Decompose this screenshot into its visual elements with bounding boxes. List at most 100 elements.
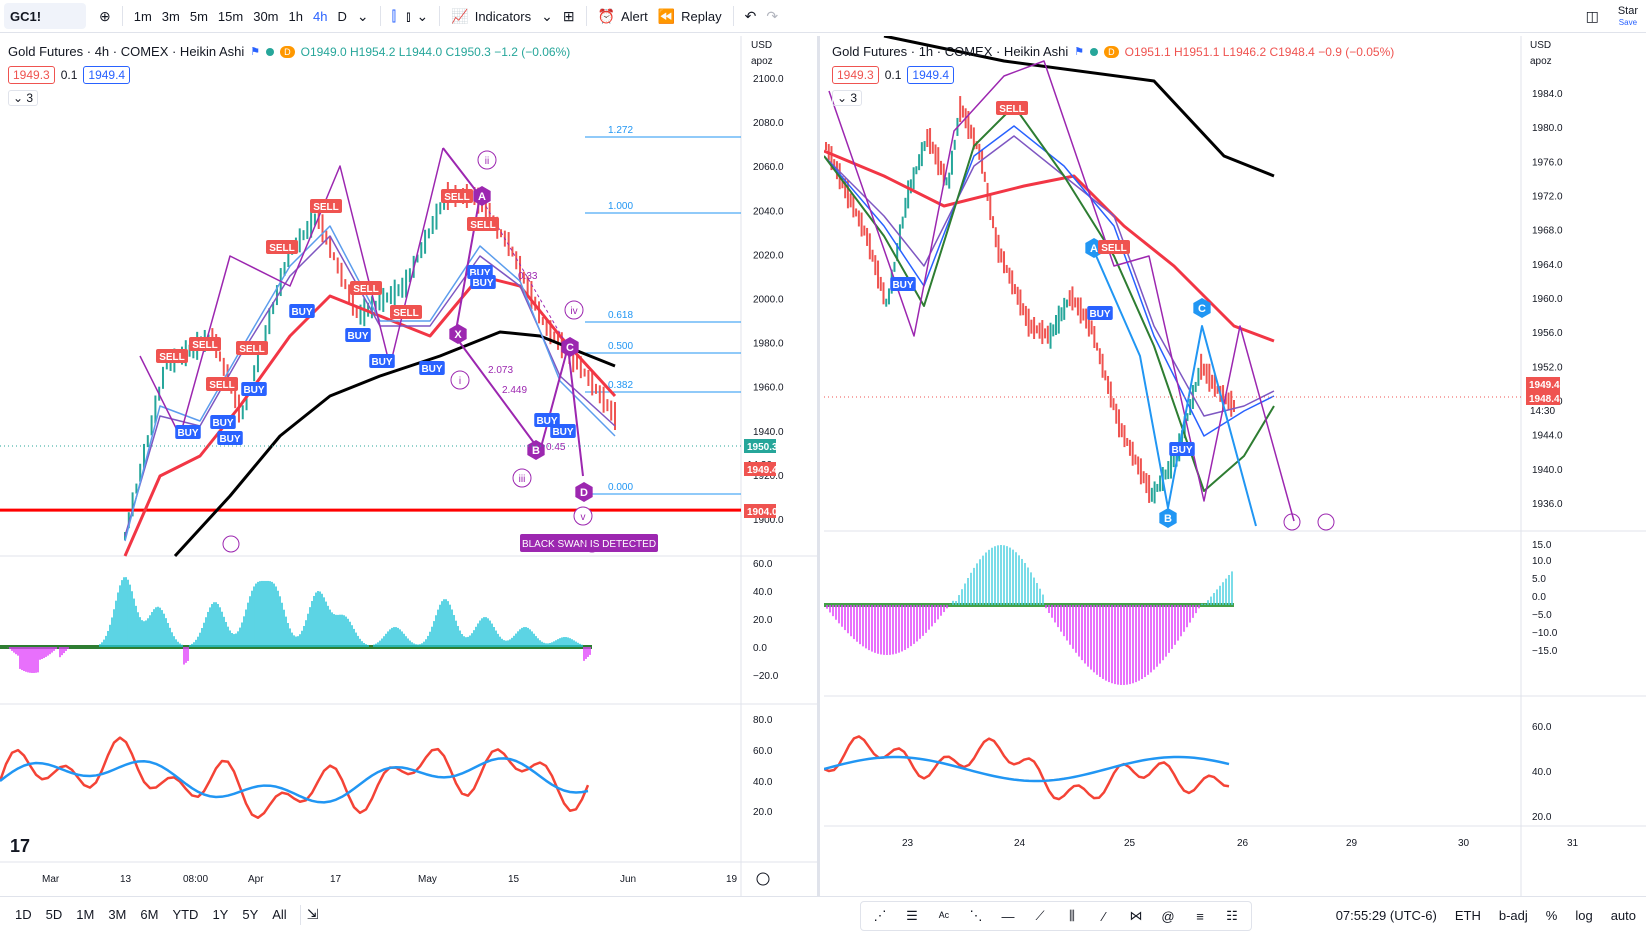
line-price-badge-bg (744, 504, 776, 518)
bid-ask-row: 1949.3 0.1 1949.4 (832, 66, 955, 84)
candlestick-icon: ⫾ (406, 7, 411, 24)
toolbar-divider (379, 6, 381, 26)
range-5d[interactable]: 5D (45, 907, 63, 922)
spiral-icon[interactable]: @ (1161, 908, 1175, 924)
chart-canvas-1h[interactable]: USD apoz 1984.0 1980.0 1976.0 1972.0 1968.0 196… (824, 36, 1646, 896)
symbol-label: GC1! (10, 8, 42, 24)
pattern-zigzag (828, 60, 1295, 522)
range-all[interactable]: All (272, 907, 287, 922)
chart-canvas-4h[interactable]: 2100.02080.02060.02040.02020.02000.01980… (0, 36, 820, 896)
chart-pane-1h[interactable]: USD apoz 1984.0 1980.0 1976.0 1972.0 1968.0 196… (824, 36, 1646, 896)
log-toggle[interactable]: log (1575, 907, 1593, 923)
range-1m[interactable]: 1M (76, 907, 95, 922)
interval-5m[interactable]: 5m (189, 8, 208, 24)
sell-signal-bg (189, 337, 221, 351)
sell-price-button[interactable]: 1949.3 (832, 66, 879, 84)
sell-signal: SELL (1101, 243, 1127, 254)
interval-1h[interactable]: 1h (288, 8, 303, 24)
alert-button[interactable]: ⏰ Alert (593, 3, 653, 29)
interval-3m[interactable]: 3m (161, 8, 180, 24)
sell-signal: SELL (353, 284, 379, 295)
auto-scale-toggle[interactable]: auto (1610, 907, 1636, 923)
time-axis-label: 15 (508, 874, 520, 885)
price-axis-label: 1976.0 (1532, 157, 1563, 168)
chart-type-button[interactable]: ⫾ ⌄ (401, 3, 433, 29)
save-layout-button[interactable]: Star Save (1618, 5, 1638, 28)
undo-button[interactable]: ↶ (740, 3, 762, 29)
compare-add-button[interactable]: ⊕ (94, 3, 116, 29)
fib-level-label: 0.382 (608, 380, 633, 391)
layouts-button[interactable]: ⊞ (558, 3, 580, 29)
buy-price-button[interactable]: 1949.4 (83, 66, 131, 84)
symbol-search[interactable]: GC1! (4, 3, 86, 29)
interval-30m[interactable]: 30m (253, 8, 279, 24)
sell-signal: SELL (444, 192, 470, 203)
series-legend: Gold Futures · 1h · COMEX · Heikin Ashi … (832, 44, 1394, 59)
horizontal-ray-icon[interactable]: — (1001, 908, 1015, 924)
indicators-collapse-button[interactable]: ⌄ 3 (8, 90, 39, 106)
range-6m[interactable]: 6M (140, 907, 159, 922)
candles-icon: ⫿ (391, 7, 397, 24)
buy-signal-bg (241, 382, 267, 396)
pattern-point-label: D (580, 487, 588, 499)
sell-signal-bg (441, 189, 473, 203)
bar-style-button[interactable]: ⫿ (387, 3, 401, 29)
buy-signal-bg (175, 425, 201, 439)
pattern-point-label-bg (575, 482, 593, 502)
sell-price-button[interactable]: 1949.3 (8, 66, 55, 84)
range-1y[interactable]: 1Y (212, 907, 229, 922)
fib-level-label: 1.272 (608, 125, 633, 136)
sidebar-toggle-button[interactable]: ◫ (1581, 4, 1604, 30)
current-price-badge-bg (1526, 391, 1560, 405)
panel-icon: ◫ (1585, 8, 1599, 24)
redo-button[interactable]: ↷ (761, 3, 783, 29)
goto-date-icon[interactable]: ⇲ (306, 906, 319, 922)
sell-signal: SELL (209, 380, 235, 391)
xabcd-icon[interactable]: ⋈ (1129, 908, 1143, 923)
ray-icon[interactable]: ∕ (1102, 908, 1106, 924)
interval-15m[interactable]: 15m (217, 8, 244, 24)
fib-retracement-icon[interactable]: ☰ (906, 908, 918, 923)
time-axis-label: May (418, 874, 437, 885)
buy-signal: BUY (552, 427, 573, 438)
trend-line-icon[interactable]: ⟋ (1035, 908, 1045, 923)
indicators-collapse-button[interactable]: ⌄ 3 (832, 90, 863, 106)
buy-signal: BUY (469, 268, 490, 279)
bid-price-badge: 1949.4 (747, 465, 778, 476)
interval-4h[interactable]: 4h (312, 8, 328, 24)
series-legend: Gold Futures · 4h · COMEX · Heikin Ashi … (8, 44, 570, 59)
abc-pattern-icon[interactable]: ᴬᶜ (938, 908, 950, 924)
percent-toggle[interactable]: % (1545, 907, 1558, 923)
range-ytd[interactable]: YTD (172, 907, 199, 922)
adjustment-toggle[interactable]: b-adj (1498, 907, 1528, 923)
indicators-icon: 📈 (451, 7, 469, 24)
interval-d[interactable]: D (337, 8, 347, 24)
wave-label-ring (564, 300, 584, 320)
chart-pane-4h[interactable]: 2100.0 2080.0 2060.0 2040.0 2020.0 2000.0 1980… (0, 36, 820, 896)
buy-signal: BUY (212, 418, 233, 429)
fork-icon[interactable]: ⫼ (1069, 908, 1075, 923)
curve-icon[interactable]: ⋱ (969, 908, 983, 923)
series-title: Gold Futures · 1h · COMEX · Heikin Ashi (832, 44, 1069, 59)
range-5y[interactable]: 5Y (242, 907, 259, 922)
right-tools: ◫ Star Save (1581, 0, 1638, 33)
grid-icon: ⊞ (562, 7, 575, 24)
range-1d[interactable]: 1D (15, 907, 32, 922)
indicators-button[interactable]: 📈 Indicators ⌄ (446, 3, 558, 29)
lightning-icon (1283, 513, 1301, 531)
interval-dropdown[interactable]: ⌄ (352, 3, 374, 29)
alert-banner-text: BLACK SWAN IS DETECTED (522, 539, 656, 550)
time-axis-label: 08:00 (183, 874, 208, 885)
buy-signal: BUY (177, 428, 198, 439)
session-toggle[interactable]: ETH (1454, 907, 1481, 923)
pattern-tool-icon[interactable]: ⋰ (873, 908, 887, 923)
range-3m[interactable]: 3M (108, 907, 127, 922)
price-axis-label: 1900.0 (753, 515, 784, 526)
buy-signal: BUY (421, 364, 442, 375)
market-open-icon (1090, 47, 1099, 56)
replay-button[interactable]: ⏪ Replay (653, 3, 727, 29)
measure-icon[interactable]: ☷ (1226, 908, 1238, 923)
buy-price-button[interactable]: 1949.4 (907, 66, 955, 84)
text-notes-icon[interactable]: ≡ (1196, 908, 1204, 924)
interval-1m[interactable]: 1m (133, 8, 152, 24)
